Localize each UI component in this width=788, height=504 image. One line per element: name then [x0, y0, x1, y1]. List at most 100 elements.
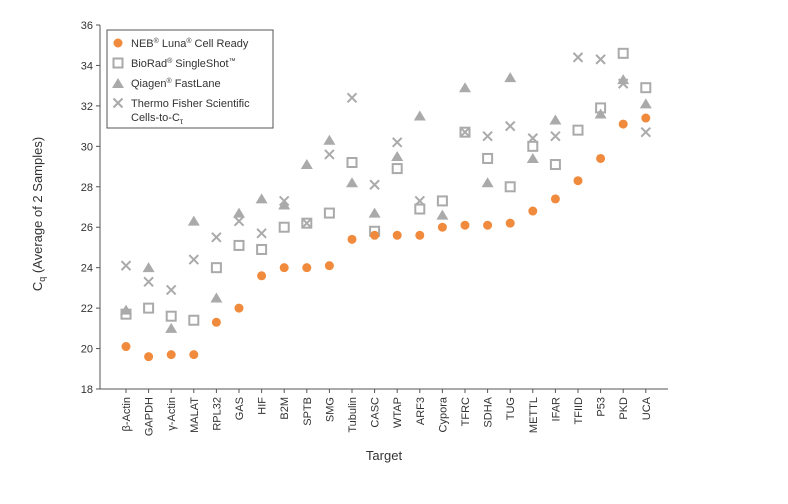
data-point-square [527, 140, 539, 152]
data-point-circle [460, 220, 470, 230]
legend-biorad-main: BioRad [131, 58, 167, 70]
data-point-x [391, 137, 403, 148]
data-point-square [143, 302, 155, 314]
data-point-circle [166, 350, 176, 360]
x-tick-label: SMG [324, 397, 336, 422]
data-point-triangle [391, 150, 404, 161]
y-axis-title: Cq (Average of 2 Samples) [30, 137, 47, 291]
legend-label-biorad: BioRad® SingleShot™ [131, 57, 236, 70]
data-point-x [640, 126, 652, 138]
data-point-circle [596, 153, 606, 163]
data-point-x [346, 92, 358, 104]
data-point-square [210, 262, 222, 274]
data-point-circle [121, 342, 131, 352]
data-point-x [211, 232, 222, 243]
data-point-x [459, 126, 471, 138]
legend-qiagen-mid: FastLane [172, 78, 221, 90]
data-point-circle [370, 230, 380, 240]
data-point-x [256, 228, 267, 239]
data-point-x [595, 54, 606, 65]
legend-neb-mid: Luna [159, 38, 187, 50]
data-point-circle [528, 206, 538, 216]
legend-neb-reg1: ® [154, 37, 160, 45]
x-tick-label: SPTB [302, 397, 314, 426]
data-point-circle [324, 261, 334, 271]
data-point-triangle [142, 262, 155, 273]
data-point-x [504, 120, 516, 132]
y-tick-label: 20 [81, 344, 93, 356]
legend-marker-qiagen [112, 78, 124, 88]
data-point-triangle [481, 177, 494, 188]
data-point-square [549, 159, 561, 171]
data-point-triangle [368, 207, 381, 218]
data-point-x [550, 131, 561, 142]
data-point-triangle [323, 134, 336, 145]
data-point-triangle [639, 98, 652, 109]
x-tick-label: CASC [370, 397, 382, 428]
legend-neb-end: Cell Ready [192, 38, 249, 50]
x-tick-label: HIF [257, 397, 269, 415]
legend-neb-reg2: ® [186, 37, 192, 45]
y-axis-title-main: C [30, 282, 45, 291]
data-point-x [165, 284, 177, 296]
data-point-circle [302, 263, 312, 273]
data-point-triangle [278, 199, 291, 210]
data-point-square [572, 124, 584, 136]
data-point-triangle [210, 292, 223, 303]
data-point-circle [144, 352, 154, 362]
data-point-x [188, 254, 200, 265]
legend-box [106, 29, 274, 129]
data-point-triangle [255, 193, 268, 204]
x-tick-label: IFAR [550, 397, 562, 422]
data-point-square [323, 207, 335, 219]
data-point-square [617, 47, 629, 59]
data-point-circle [415, 230, 425, 240]
x-tick-label: ARF3 [415, 397, 427, 425]
data-point-circle [392, 230, 402, 240]
y-tick-label: 32 [81, 101, 93, 113]
y-tick-label: 36 [81, 20, 93, 32]
legend-marker-biorad [112, 57, 124, 69]
data-point-circle [211, 317, 221, 327]
data-point-circle [483, 220, 493, 230]
y-axis-title-rest: (Average of 2 Samples) [30, 137, 45, 277]
x-tick-label: TUG [505, 397, 517, 420]
x-tick-label: GAPDH [144, 397, 156, 436]
legend-thermo-line2-sub: τ [180, 117, 184, 126]
data-point-x [120, 260, 132, 271]
legend-biorad-reg1: ® [167, 57, 173, 65]
data-point-x [617, 78, 629, 89]
x-tick-label: GAS [234, 397, 246, 420]
y-tick-label: 30 [81, 141, 93, 153]
y-tick-label: 26 [81, 222, 93, 234]
legend-label-qiagen: Qiagen® FastLane [131, 77, 221, 90]
data-point-triangle [233, 207, 245, 218]
data-point-x [301, 217, 313, 229]
legend-neb-main: NEB [131, 38, 154, 50]
y-tick-label: 34 [81, 60, 93, 72]
x-tick-label: SDHA [483, 396, 495, 427]
data-point-square [391, 163, 403, 175]
x-tick-label: METTL [528, 397, 540, 433]
legend-qiagen-main: Qiagen [131, 78, 166, 90]
data-point-circle [347, 234, 357, 244]
data-point-square [504, 181, 516, 193]
data-point-square [233, 239, 245, 251]
data-point-square [188, 314, 200, 326]
x-tick-label: P53 [596, 397, 608, 417]
data-point-triangle [436, 209, 449, 220]
data-point-circle [257, 271, 267, 281]
data-point-triangle [549, 114, 562, 125]
data-point-x [324, 149, 335, 160]
x-tick-label: PKD [618, 397, 630, 420]
legend-biorad-mid: SingleShot [172, 58, 228, 70]
data-point-circle [279, 263, 289, 273]
data-point-x [414, 195, 426, 207]
y-tick-label: 24 [81, 263, 93, 275]
data-point-triangle [300, 159, 313, 170]
data-point-x [527, 133, 539, 144]
data-point-square [301, 217, 313, 229]
legend-label-thermo-line1: Thermo Fisher Scientific [131, 98, 250, 110]
x-tick-label: B2M [279, 397, 291, 420]
data-point-x [233, 215, 245, 227]
